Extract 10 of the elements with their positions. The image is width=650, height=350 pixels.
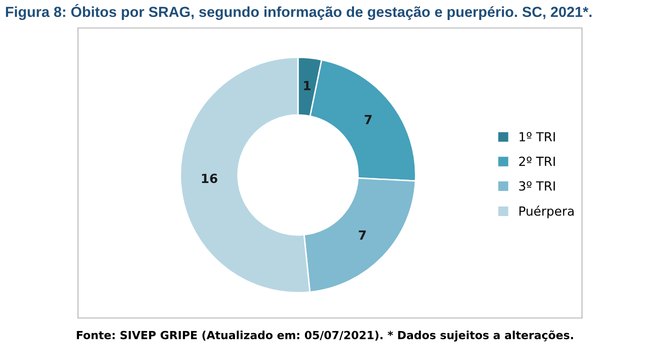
- data-label: 16: [202, 174, 218, 184]
- legend-label: Puérpera: [519, 206, 574, 218]
- data-label: 7: [364, 114, 372, 124]
- legend-label: 1º TRI: [520, 132, 555, 142]
- data-label: 1: [304, 80, 310, 90]
- data-label: 7: [358, 230, 366, 240]
- legend-label: 2º TRI: [519, 156, 555, 166]
- source-note: Fonte: SIVEP GRIPE (Atualizado em: 05/07/2021). * Dados sujeitos a alterações.: [76, 330, 573, 342]
- chart-title: Figura 8: Óbitos por SRAG, segundo informação de gestação e puerpério. SC, 2021*.: [6, 4, 592, 20]
- legend-label: 3º TRI: [519, 181, 555, 191]
